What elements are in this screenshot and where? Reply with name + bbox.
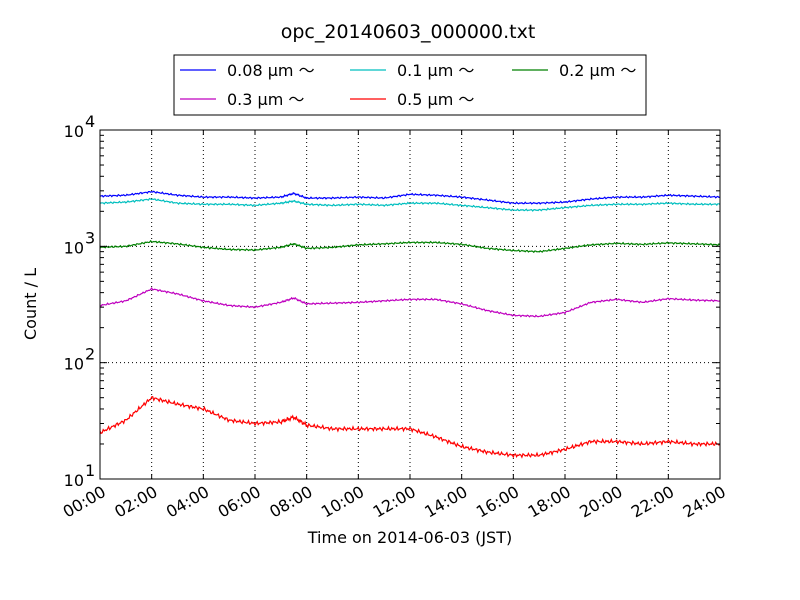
legend-label: 0.08 μm ～ xyxy=(227,61,315,80)
y-tick-exponent: 1 xyxy=(85,461,95,480)
x-tick-label: 16:00 xyxy=(473,482,522,522)
x-tick-label: 02:00 xyxy=(111,482,160,522)
legend-label: 0.1 μm ～ xyxy=(397,61,474,80)
y-tick-label: 10 xyxy=(64,122,84,141)
grid-lines xyxy=(100,130,720,479)
axis-ticks xyxy=(99,129,721,480)
x-tick-label: 08:00 xyxy=(266,482,315,522)
x-tick-label: 12:00 xyxy=(370,482,419,522)
legend-label: 0.3 μm ～ xyxy=(227,90,304,109)
legend-label: 0.5 μm ～ xyxy=(397,90,474,109)
y-tick-label: 10 xyxy=(64,355,84,374)
chart-title: opc_20140603_000000.txt xyxy=(281,21,536,43)
x-tick-label: 18:00 xyxy=(525,482,574,522)
series-line xyxy=(99,287,721,318)
series-line xyxy=(99,190,721,205)
series-line xyxy=(99,239,721,254)
x-tick-labels: 00:00 02:00 04:00 06:00 08:00 10:00 12:00 14:00… xyxy=(60,482,729,522)
x-tick-label: 10:00 xyxy=(318,482,367,522)
x-tick-label: 14:00 xyxy=(421,482,470,522)
x-tick-label: 06:00 xyxy=(215,482,264,522)
y-tick-exponent: 3 xyxy=(85,228,95,247)
legend: 0.08 μm ～ 0.1 μm ～ 0.2 μm ～ 0.3 μm ～ 0.5 μm … xyxy=(173,54,647,116)
series-line xyxy=(99,396,721,459)
legend-box xyxy=(173,54,647,116)
x-tick-label: 22:00 xyxy=(628,482,677,522)
series-lines xyxy=(99,190,721,459)
y-axis-label: Count / L xyxy=(21,268,40,340)
x-tick-label: 04:00 xyxy=(163,482,212,522)
legend-label: 0.2 μm ～ xyxy=(559,61,636,80)
y-tick-label: 10 xyxy=(64,238,84,257)
x-axis-label: Time on 2014-06-03 (JST) xyxy=(307,528,512,547)
y-tick-exponent: 2 xyxy=(85,345,95,364)
x-tick-label: 20:00 xyxy=(576,482,625,522)
series-line xyxy=(99,197,721,212)
y-tick-exponent: 4 xyxy=(85,112,95,131)
y-tick-label: 10 xyxy=(64,471,84,490)
x-tick-label: 24:00 xyxy=(680,482,729,522)
